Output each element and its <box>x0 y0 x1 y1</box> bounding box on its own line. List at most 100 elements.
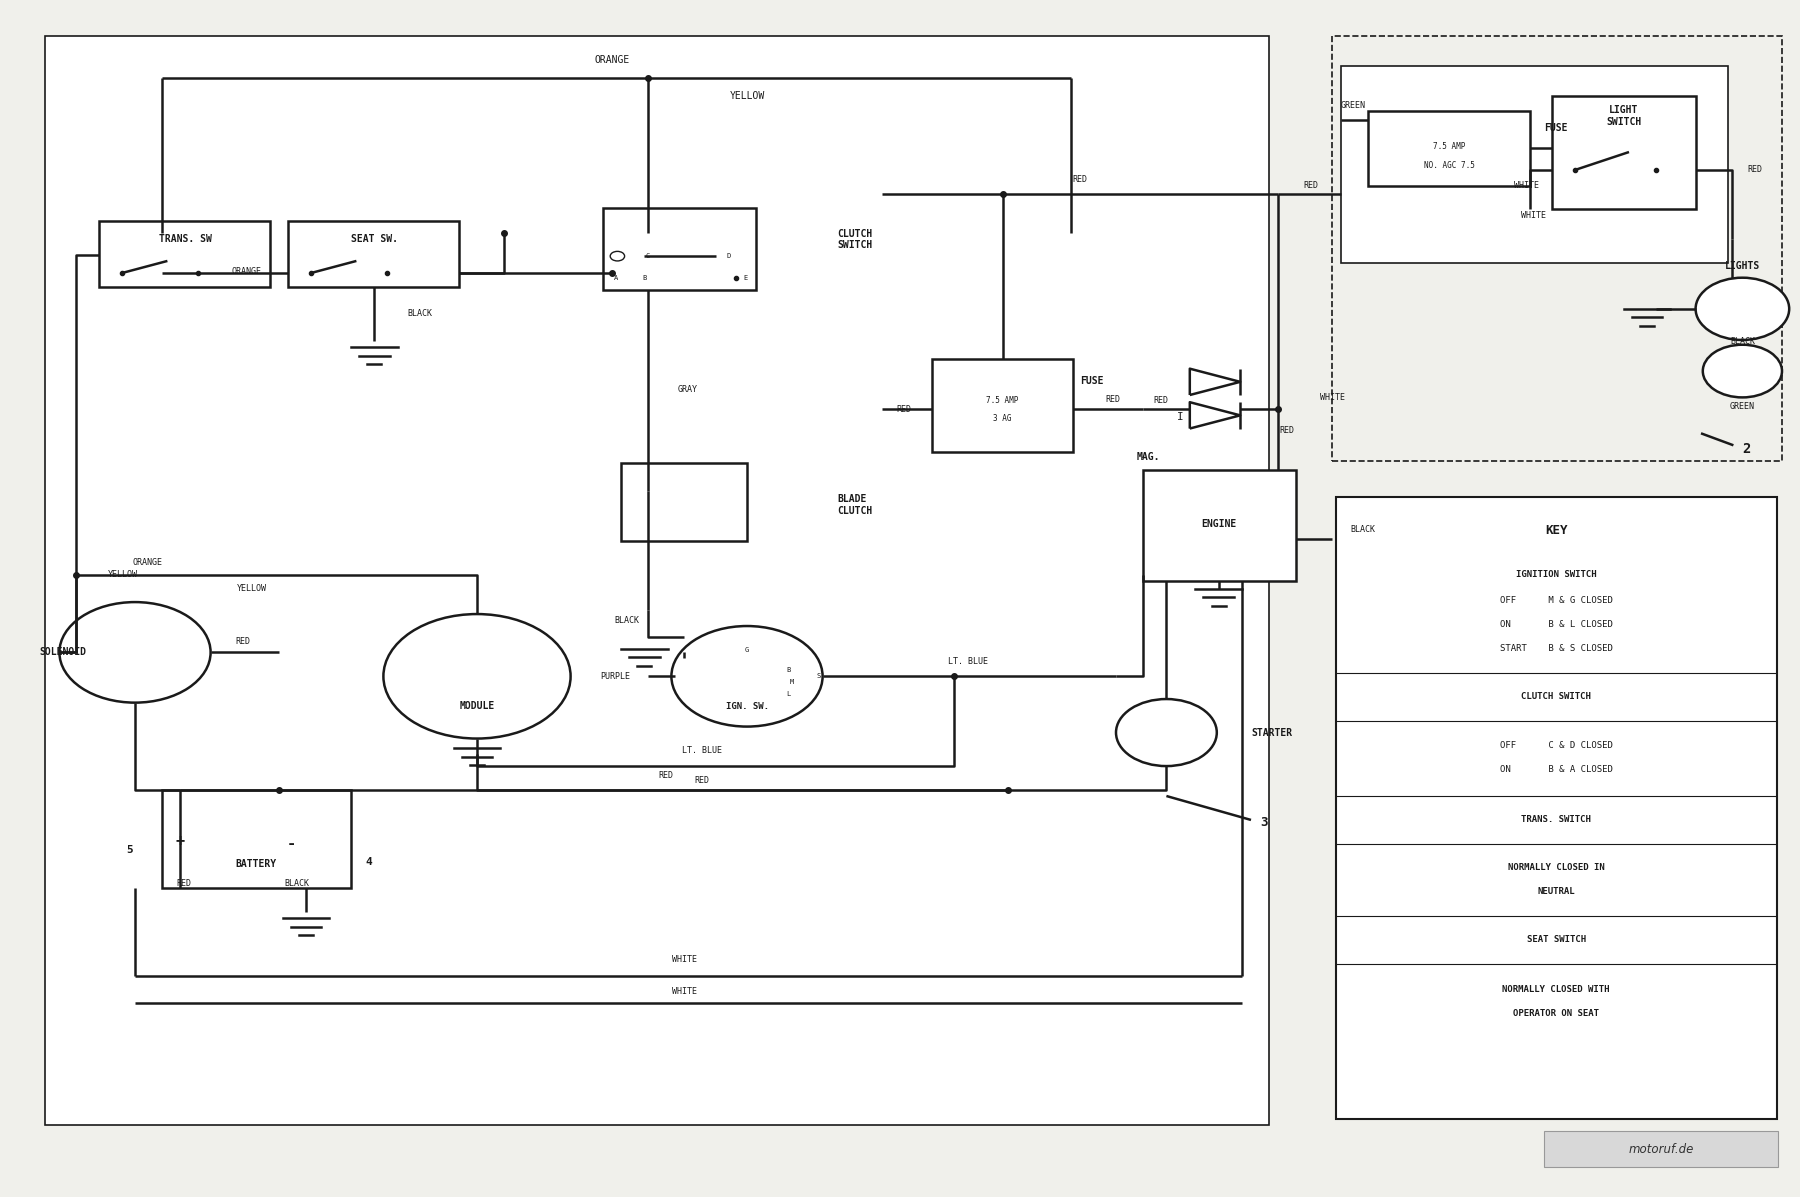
Text: RED: RED <box>1154 396 1168 406</box>
Text: WHITE: WHITE <box>1319 393 1345 402</box>
Text: STARTER: STARTER <box>1251 728 1292 737</box>
Text: WHITE: WHITE <box>671 986 697 996</box>
Text: M: M <box>790 679 794 686</box>
Text: IGN. SW.: IGN. SW. <box>725 701 769 711</box>
Text: BLACK: BLACK <box>284 879 310 888</box>
Circle shape <box>1703 345 1782 397</box>
Text: 2: 2 <box>1742 442 1750 456</box>
Bar <box>1341 66 1728 263</box>
Text: 3: 3 <box>1260 816 1267 830</box>
Text: WHITE: WHITE <box>1521 211 1546 220</box>
Text: LT. BLUE: LT. BLUE <box>682 746 722 755</box>
Bar <box>932 359 1073 452</box>
Text: 5: 5 <box>126 845 133 855</box>
Text: BLACK: BLACK <box>614 615 639 625</box>
Text: A: A <box>614 274 617 281</box>
Text: 4: 4 <box>365 857 373 867</box>
Text: NORMALLY CLOSED WITH: NORMALLY CLOSED WITH <box>1503 985 1609 995</box>
Bar <box>288 221 459 287</box>
Text: ON       B & A CLOSED: ON B & A CLOSED <box>1499 765 1613 774</box>
Bar <box>162 790 351 888</box>
Text: RED: RED <box>659 771 673 780</box>
Text: LIGHT
SWITCH: LIGHT SWITCH <box>1606 105 1642 127</box>
Text: motoruf.de: motoruf.de <box>1629 1143 1694 1155</box>
Circle shape <box>1696 278 1789 340</box>
Text: NEUTRAL: NEUTRAL <box>1537 887 1575 897</box>
Text: RED: RED <box>236 637 250 646</box>
Text: SEAT SW.: SEAT SW. <box>351 235 398 244</box>
Text: RED: RED <box>1303 181 1318 190</box>
Text: YELLOW: YELLOW <box>238 584 266 594</box>
Text: TRANS. SW: TRANS. SW <box>158 235 212 244</box>
Text: YELLOW: YELLOW <box>729 91 765 101</box>
Text: B: B <box>643 274 646 281</box>
Text: LIGHTS: LIGHTS <box>1724 261 1760 271</box>
Text: YELLOW: YELLOW <box>108 570 137 579</box>
Text: RED: RED <box>1105 395 1120 405</box>
Bar <box>1336 497 1777 1119</box>
Text: ORANGE: ORANGE <box>594 55 630 65</box>
Text: OFF      C & D CLOSED: OFF C & D CLOSED <box>1499 741 1613 751</box>
Circle shape <box>671 626 823 727</box>
Text: G: G <box>745 646 749 654</box>
Text: START    B & S CLOSED: START B & S CLOSED <box>1499 644 1613 654</box>
Text: RED: RED <box>1748 165 1762 175</box>
Text: GREEN: GREEN <box>1341 101 1366 110</box>
Text: FUSE: FUSE <box>1544 123 1568 133</box>
Bar <box>1368 111 1530 186</box>
Text: 7.5 AMP: 7.5 AMP <box>986 396 1019 406</box>
Text: 3 AG: 3 AG <box>994 414 1012 424</box>
Text: PURPLE: PURPLE <box>601 672 630 681</box>
Text: WHITE: WHITE <box>1514 181 1539 190</box>
Text: BATTERY: BATTERY <box>236 859 275 869</box>
Text: SEAT SWITCH: SEAT SWITCH <box>1526 935 1586 944</box>
Bar <box>1552 96 1696 209</box>
Bar <box>45 36 1269 1125</box>
Text: RED: RED <box>695 776 709 785</box>
Circle shape <box>383 614 571 739</box>
Text: D: D <box>727 253 731 260</box>
Bar <box>621 463 747 541</box>
Text: WHITE: WHITE <box>671 955 697 965</box>
Text: TRANS. SWITCH: TRANS. SWITCH <box>1521 815 1591 825</box>
Text: IGNITION SWITCH: IGNITION SWITCH <box>1516 570 1597 579</box>
Circle shape <box>1116 699 1217 766</box>
Text: NO. AGC 7.5: NO. AGC 7.5 <box>1424 160 1474 170</box>
Text: BLADE
CLUTCH: BLADE CLUTCH <box>837 494 873 516</box>
Text: ON       B & L CLOSED: ON B & L CLOSED <box>1499 620 1613 630</box>
Text: BLACK: BLACK <box>407 309 432 318</box>
Text: L: L <box>787 691 790 698</box>
Text: RED: RED <box>1280 426 1294 436</box>
Text: C: C <box>646 253 650 260</box>
Text: MAG.: MAG. <box>1136 452 1161 462</box>
Bar <box>1544 1131 1778 1167</box>
Text: CLUTCH
SWITCH: CLUTCH SWITCH <box>837 229 873 250</box>
Text: MODULE: MODULE <box>459 701 495 711</box>
Text: OPERATOR ON SEAT: OPERATOR ON SEAT <box>1514 1009 1598 1019</box>
Text: GRAY: GRAY <box>677 384 698 394</box>
Text: FUSE: FUSE <box>1080 376 1103 385</box>
Circle shape <box>59 602 211 703</box>
Text: GREEN: GREEN <box>1730 402 1755 412</box>
Text: LT. BLUE: LT. BLUE <box>949 657 988 667</box>
Text: CLUTCH SWITCH: CLUTCH SWITCH <box>1521 692 1591 701</box>
Circle shape <box>610 251 625 261</box>
Bar <box>1143 470 1296 581</box>
Text: SOLENOID: SOLENOID <box>40 648 86 657</box>
Bar <box>99 221 270 287</box>
Text: 7.5 AMP: 7.5 AMP <box>1433 141 1465 151</box>
Text: ORANGE: ORANGE <box>232 267 261 277</box>
Text: I: I <box>1177 412 1184 421</box>
Text: ORANGE: ORANGE <box>133 558 162 567</box>
Text: KEY: KEY <box>1544 524 1568 536</box>
Text: RED: RED <box>176 879 191 888</box>
Text: RED: RED <box>1073 175 1087 184</box>
Bar <box>603 208 756 290</box>
Text: NORMALLY CLOSED IN: NORMALLY CLOSED IN <box>1508 863 1604 873</box>
Text: E: E <box>743 274 747 281</box>
Text: BLACK: BLACK <box>1350 524 1375 534</box>
Text: +: + <box>175 834 185 849</box>
Text: B: B <box>787 667 790 674</box>
Text: S: S <box>817 673 821 680</box>
Text: BLACK: BLACK <box>1730 336 1755 346</box>
